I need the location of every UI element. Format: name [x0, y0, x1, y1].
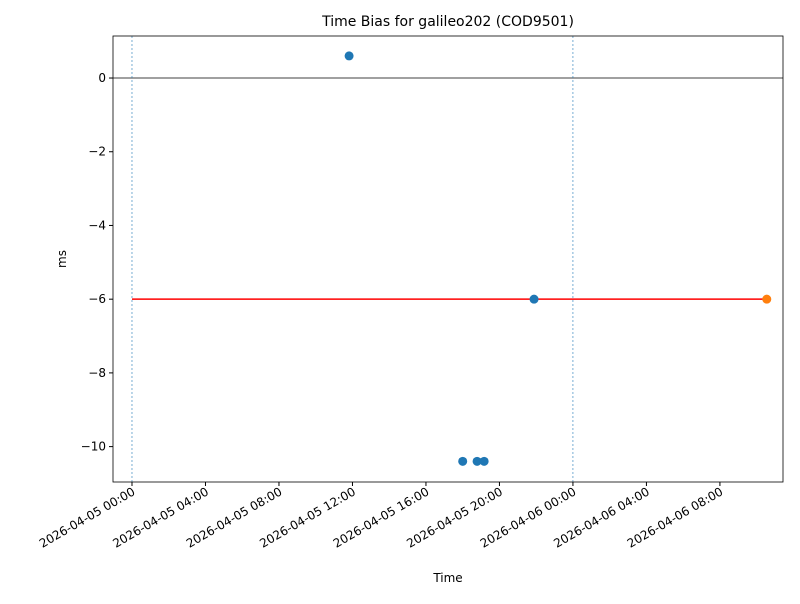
y-tick-label: −6 [88, 292, 106, 306]
y-tick-label: 0 [98, 71, 106, 85]
point [479, 456, 489, 466]
x-axis-label: Time [432, 571, 462, 585]
point [762, 294, 772, 304]
y-tick-label: −4 [88, 218, 106, 232]
y-axis-label: ms [55, 250, 69, 268]
point [529, 294, 539, 304]
point [458, 456, 468, 466]
point [472, 456, 482, 466]
chart-title: Time Bias for galileo202 (COD9501) [321, 14, 574, 30]
y-tick-label: −8 [88, 366, 106, 380]
y-tick-label: −10 [81, 440, 106, 454]
point [344, 51, 354, 61]
plot-frame [112, 35, 784, 483]
y-tick-label: −2 [88, 145, 106, 159]
